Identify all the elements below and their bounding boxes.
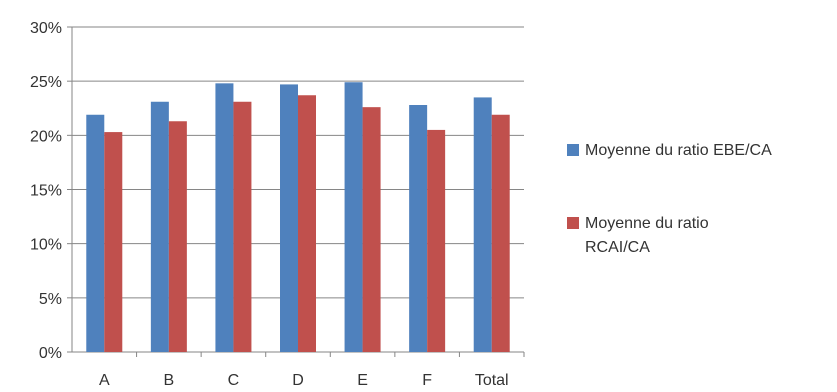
legend-swatch-ebe-ca [567,144,579,156]
bar-ebe-ca-b [150,101,169,352]
y-tick-label: 5% [39,291,62,308]
bar-rcai-ca-c [233,101,252,352]
x-tick-label: B [164,372,175,389]
x-tick-label: F [422,372,432,389]
x-tick-label: D [292,372,304,389]
bar-rcai-ca-b [168,121,187,352]
bar-rcai-ca-total [491,114,510,352]
y-tick-label: 30% [30,20,62,37]
legend-label-line: RCAI/CA [585,239,650,256]
bar-ebe-ca-d [280,84,298,353]
bar-ebe-ca-total [473,97,492,353]
bar-ebe-ca-a [86,114,105,352]
bar-rcai-ca-e [362,107,381,353]
bar-rcai-ca-a [104,132,123,352]
x-tick-label: A [99,372,110,389]
legend-label-rcai-ca: Moyenne du ratio RCAI/CA [585,215,709,256]
legend-label-line: Moyenne du ratio [585,215,709,232]
bar-rcai-ca-f [427,129,446,352]
legend-swatch-rcai-ca [567,217,579,229]
y-tick-label: 25% [30,74,62,91]
bar-ebe-ca-c [215,83,234,352]
x-tick-label: E [357,372,368,389]
y-tick-label: 0% [39,345,62,362]
bar-ebe-ca-f [409,105,428,352]
x-tick-label: Total [475,372,509,389]
y-tick-label: 20% [30,128,62,145]
y-tick-label: 15% [30,183,62,200]
bar-ebe-ca-e [344,82,363,352]
legend-label-ebe-ca: Moyenne du ratio EBE/CA [585,142,772,159]
bar-rcai-ca-d [298,95,316,352]
x-tick-label: C [228,372,240,389]
y-tick-label: 10% [30,237,62,254]
